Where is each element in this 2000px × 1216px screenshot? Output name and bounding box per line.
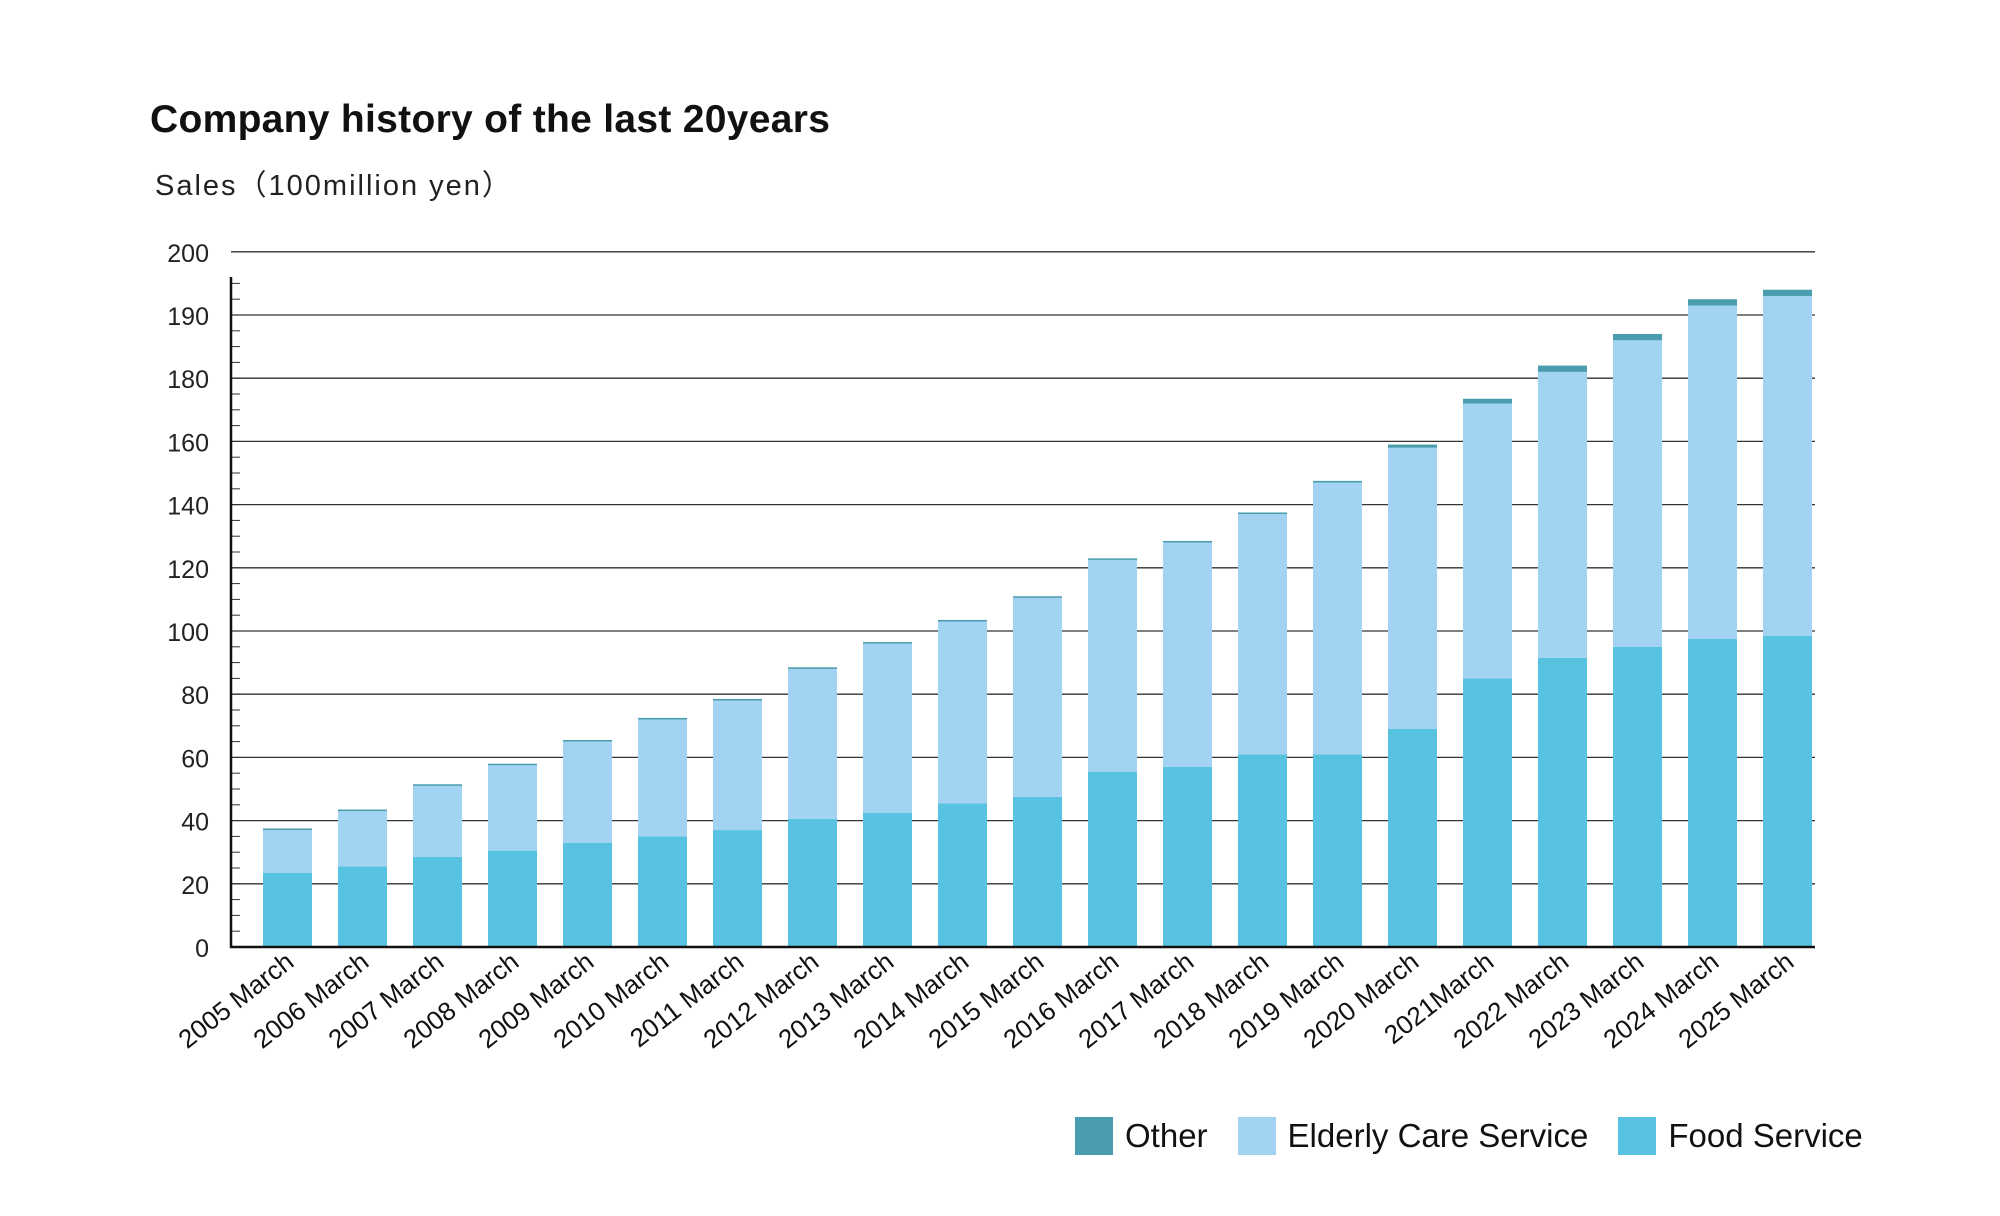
bar-food-service [338,866,387,947]
y-tick-labels: 0 20 40 60 80 100 120 140 160 180 190 200 [167,240,209,963]
bar-elderly-care-service [1163,542,1212,767]
bar-food-service [1163,766,1212,947]
bar-food-service [263,872,312,947]
bar-elderly-care-service [563,741,612,843]
bar-food-service [638,836,687,947]
legend: Other Elderly Care Service Food Service [1075,1117,1863,1155]
bar-other [788,667,837,669]
bar-elderly-care-service [1463,403,1512,679]
bar-elderly-care-service [1538,371,1587,658]
bar-food-service [713,830,762,947]
y-axis-minor-ticks [232,282,240,948]
chart-title: Company history of the last 20years [150,98,831,141]
y-tick-label: 120 [167,556,209,584]
y-tick-label: 180 [167,366,209,394]
bar-other [1763,289,1812,297]
bar-food-service [1763,635,1812,947]
bar-elderly-care-service [1088,559,1137,772]
bar-other [1688,299,1737,306]
bar-other [638,717,687,720]
bar-other [1613,333,1662,341]
bar-other [1388,444,1437,448]
bar-other [938,619,987,622]
y-tick-label: 80 [181,682,209,710]
bar-elderly-care-service [338,811,387,867]
bar-elderly-care-service [863,643,912,813]
y-tick-label: 100 [167,619,209,647]
bar-other [1463,398,1512,404]
bar-food-service [1088,771,1137,947]
bar-elderly-care-service [1238,514,1287,755]
y-tick-label: 190 [167,303,209,331]
bar-food-service [938,803,987,947]
bar-food-service [1463,678,1512,947]
bar-elderly-care-service [1688,305,1737,639]
bar-elderly-care-service [638,719,687,837]
bar-food-service [1538,657,1587,947]
bar-other [863,642,912,644]
bar-other [563,740,612,742]
bar-elderly-care-service [1013,597,1062,797]
bar-food-service [1013,796,1062,947]
bar-food-service [863,812,912,947]
legend-item-food-service: Food Service [1618,1117,1863,1155]
bar-food-service [413,856,462,947]
axes [229,277,1815,949]
bar-elderly-care-service [1313,482,1362,755]
bar-elderly-care-service [413,785,462,857]
y-tick-label: 0 [195,935,209,963]
bar-elderly-care-service [1763,296,1812,636]
bar-other [713,698,762,701]
bar-food-service [1688,638,1737,947]
bar-other [1538,365,1587,372]
bar-elderly-care-service [1388,447,1437,729]
bar-elderly-care-service [488,765,537,851]
bar-elderly-care-service [263,830,312,873]
legend-swatch-elderly-care [1237,1117,1276,1155]
bar-food-service [1388,728,1437,947]
bar-food-service [1613,646,1662,947]
bars [263,289,1812,947]
legend-item-other: Other [1075,1117,1208,1155]
bar-food-service [563,842,612,947]
bar-other [413,784,462,786]
bar-food-service [1238,754,1287,947]
legend-swatch-other [1075,1117,1113,1155]
bar-food-service [1313,754,1362,947]
bar-elderly-care-service [1613,340,1662,647]
bar-other [488,763,537,766]
bar-elderly-care-service [788,668,837,820]
bar-elderly-care-service [938,621,987,804]
y-tick-label: 200 [167,240,209,268]
y-axis-label: Sales（100million yen） [155,170,513,202]
y-tick-label: 160 [167,429,209,457]
legend-label-food-service: Food Service [1668,1117,1863,1154]
bar-other [1238,512,1287,515]
legend-item-elderly-care: Elderly Care Service [1237,1117,1589,1155]
bar-elderly-care-service [713,700,762,831]
bar-other [1088,558,1137,560]
y-tick-label: 140 [167,493,209,521]
bar-other [1313,480,1362,483]
y-tick-label: 60 [181,745,209,773]
bar-other [1163,540,1212,543]
bar-food-service [788,819,837,947]
bar-food-service [488,850,537,947]
legend-label-elderly-care: Elderly Care Service [1287,1117,1589,1154]
bar-other [338,809,387,812]
bar-other [1013,596,1062,598]
y-tick-label: 40 [181,809,209,837]
y-tick-label: 20 [181,872,209,900]
legend-swatch-food-service [1618,1117,1657,1155]
legend-label-other: Other [1125,1117,1208,1154]
bar-other [263,828,312,831]
